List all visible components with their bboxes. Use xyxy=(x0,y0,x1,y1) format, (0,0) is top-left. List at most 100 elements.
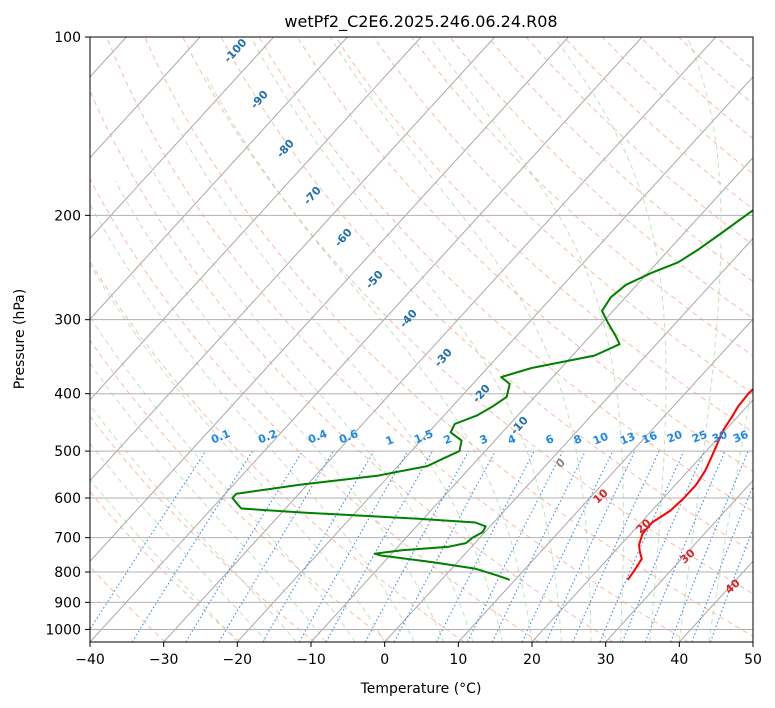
isotherm-line xyxy=(310,156,753,642)
dry-adiabat-line xyxy=(144,37,753,637)
pressure-gridlines xyxy=(90,37,753,630)
isotherm-line xyxy=(90,37,496,482)
mixing-ratio-label: 8 xyxy=(572,432,584,447)
x-tick-label: 50 xyxy=(744,652,762,668)
x-tick-label: 10 xyxy=(449,652,467,668)
moist-adiabat-line xyxy=(170,113,503,642)
mixing-ratio-line xyxy=(393,450,496,642)
dry-adiabat-line xyxy=(755,37,775,642)
mixing-ratio-label: 13 xyxy=(618,430,637,448)
mixing-ratio-line xyxy=(185,450,304,642)
mixing-ratio-label: 3 xyxy=(478,432,490,447)
mixing-ratio-line xyxy=(644,450,726,642)
dry-adiabat-line xyxy=(90,89,614,642)
mixing-ratio-label: 1 xyxy=(384,433,396,448)
x-tick-label: 40 xyxy=(670,652,688,668)
y-tick-label: 900 xyxy=(54,595,81,611)
mixing-ratio-line xyxy=(621,450,705,642)
x-tick-label: −20 xyxy=(223,652,253,668)
isotherm-line xyxy=(605,479,753,642)
mixing-ratio-line xyxy=(325,450,433,642)
mixing-ratio-line xyxy=(599,450,685,642)
y-tick-label: 1000 xyxy=(45,622,81,638)
y-axis-ticks: 100 200 300 400 500 600 700 800 900 1000 xyxy=(45,30,90,638)
plot-frame xyxy=(89,36,754,643)
x-tick-label: 20 xyxy=(523,652,541,668)
dry-adiabat-line xyxy=(411,37,753,357)
moist-adiabat-line xyxy=(250,37,562,642)
mixing-ratio-label: 30 xyxy=(710,428,729,446)
isotherm-line xyxy=(531,399,753,642)
mixing-ratio-line xyxy=(364,450,470,642)
y-tick-label: 700 xyxy=(54,531,81,547)
moist-adiabat-line xyxy=(90,478,238,642)
mixing-ratio-label: 25 xyxy=(690,428,709,446)
dry-adiabat-line xyxy=(90,339,390,642)
x-tick-label: −30 xyxy=(149,652,179,668)
moist-adiabat-line xyxy=(114,180,445,642)
chart-title: wetPf2_C2E6.2025.246.06.24.R08 xyxy=(284,12,557,32)
mixing-ratio-label: 16 xyxy=(640,429,659,447)
y-tick-label: 400 xyxy=(54,387,81,403)
isotherm-line xyxy=(236,76,753,642)
isotherm-line xyxy=(752,641,753,642)
moist-adiabat-line xyxy=(90,362,327,642)
y-tick-label: 200 xyxy=(54,208,81,224)
y-tick-label: 600 xyxy=(54,491,81,507)
mixing-ratio-line xyxy=(90,450,207,631)
moist-adiabat-line xyxy=(90,442,268,642)
y-tick-label: 500 xyxy=(54,444,81,460)
dry-adiabat-line xyxy=(90,415,316,642)
dry-adiabat-line xyxy=(182,37,753,595)
y-tick-label: 800 xyxy=(54,565,81,581)
profile-series xyxy=(231,209,753,581)
plot-background xyxy=(90,37,753,642)
dry-adiabat-line xyxy=(296,37,753,473)
dry-adiabat-line xyxy=(90,178,540,642)
mixing-ratio-label: 36 xyxy=(731,428,750,446)
moist-adiabat-line xyxy=(90,202,415,642)
x-axis-label: Temperature (°C) xyxy=(360,681,482,697)
x-axis-ticks: −40 −30 −20 −10 0 10 20 30 40 50 xyxy=(75,642,762,668)
isotherm-line xyxy=(457,318,753,642)
moist-adiabat-line xyxy=(204,72,533,642)
moist-adiabat-line xyxy=(678,37,722,642)
mixing-ratio-label: 10 xyxy=(591,430,610,448)
x-tick-label: −40 xyxy=(75,652,105,668)
isotherm-line xyxy=(90,37,201,159)
isotherm-line xyxy=(163,37,717,642)
mixing-ratio-line xyxy=(691,484,753,642)
dry-adiabat-line xyxy=(334,37,753,433)
y-tick-label: 100 xyxy=(54,30,81,46)
mixing-ratio-line xyxy=(131,450,254,642)
mixing-ratio-label: 20 xyxy=(665,428,684,446)
moist-adiabat-line xyxy=(140,149,474,642)
moist-adiabat-line xyxy=(329,37,592,642)
mixing-ratio-line xyxy=(670,450,749,642)
moist-adiabat-line xyxy=(553,37,667,642)
isotherm-line xyxy=(90,37,422,401)
dry-adiabat-line xyxy=(106,37,689,642)
y-axis-label: Pressure (hPa) xyxy=(12,289,28,389)
isotherm-line xyxy=(90,37,275,240)
mixing-ratio-line xyxy=(709,527,753,642)
isotherm-line xyxy=(90,37,643,642)
y-tick-label: 300 xyxy=(54,313,81,329)
isotherm-line xyxy=(384,237,753,642)
moist-adiabat-line xyxy=(708,378,753,642)
dry-adiabat-line xyxy=(90,260,465,642)
isotherm-line xyxy=(90,37,348,320)
moist-adiabat-line xyxy=(429,37,624,642)
mixing-ratio-label: 2 xyxy=(442,432,454,447)
isotherm-line xyxy=(90,37,569,563)
mixing-ratio-line xyxy=(572,450,660,642)
x-tick-label: 0 xyxy=(380,652,389,668)
mixing-ratio-line xyxy=(467,450,564,642)
moist-adiabat-line xyxy=(90,316,356,642)
x-tick-label: 30 xyxy=(597,652,615,668)
moist-adiabat-line xyxy=(90,404,297,642)
x-tick-label: −10 xyxy=(296,652,326,668)
background-lines xyxy=(90,37,775,642)
temperature-line xyxy=(626,387,753,581)
